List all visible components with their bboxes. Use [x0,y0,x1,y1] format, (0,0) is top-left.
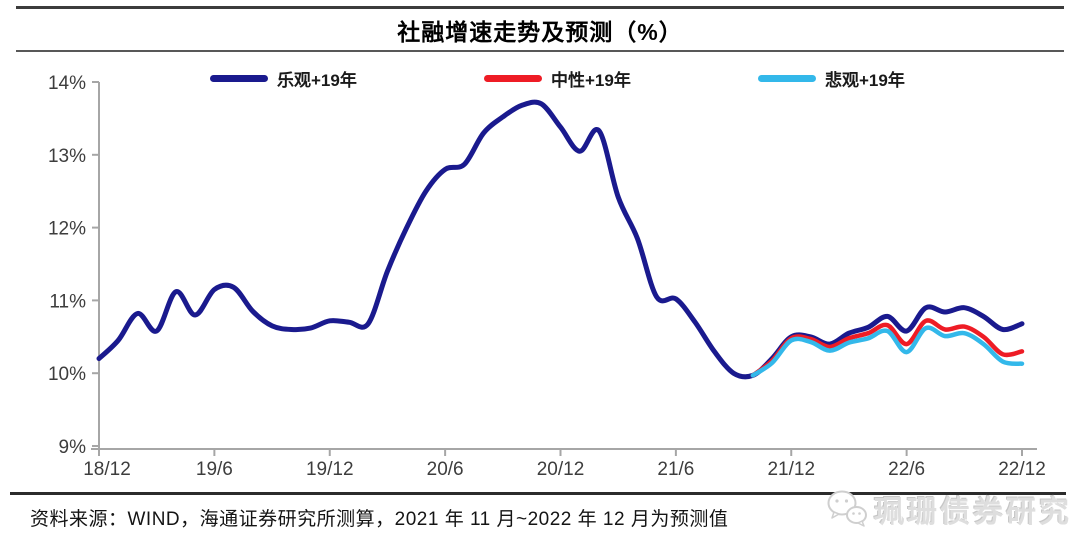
legend-label: 中性+19年 [551,71,631,90]
series-line-0 [96,99,1025,380]
source-note: 资料来源：WIND，海通证券研究所测算，2021 年 11 月~2022 年 1… [30,509,729,530]
y-axis-tick-label: 13% [48,146,86,167]
legend-label: 乐观+19年 [277,71,357,90]
x-axis-tick-label: 20/12 [537,459,585,480]
y-axis-tick-label: 12% [48,219,86,240]
legend-line-swatch [484,75,542,82]
legend-item-neutral: 中性+19年 [484,66,631,91]
legend-item-pessimistic: 悲观+19年 [758,66,905,91]
watermark-text: 珮珊债券研究 [874,496,1072,529]
x-axis-tick-label: 18/12 [83,459,131,480]
series-line-2 [750,325,1025,378]
legend-line-swatch [210,75,268,82]
x-axis-tick-label: 21/12 [767,459,815,480]
x-axis-tick-label: 22/6 [888,459,925,480]
legend-line-swatch [758,75,816,82]
y-axis-tick-label: 11% [49,291,86,312]
y-axis-tick-label: 14% [48,73,86,94]
x-axis-tick-label: 21/6 [657,459,694,480]
x-axis-tick-label: 20/6 [427,459,464,480]
y-axis-tick-label: 10% [48,364,86,385]
wechat-bubbles-icon [827,490,867,527]
top-divider [16,6,1064,9]
title-divider [16,50,1064,52]
y-axis-tick-label: 9% [59,437,87,458]
legend-label: 悲观+19年 [825,71,905,90]
watermark: 珮珊债券研究 [824,486,1072,532]
series-line-1 [750,318,1025,378]
legend-item-optimistic: 乐观+19年 [210,66,357,91]
x-axis-tick-label: 19/12 [306,459,354,480]
chart-title: 社融增速走势及预测（%） [397,19,683,45]
x-axis-tick-label: 19/6 [196,459,233,480]
bottom-divider [10,492,1066,495]
x-axis-tick-label: 22/12 [998,459,1046,480]
